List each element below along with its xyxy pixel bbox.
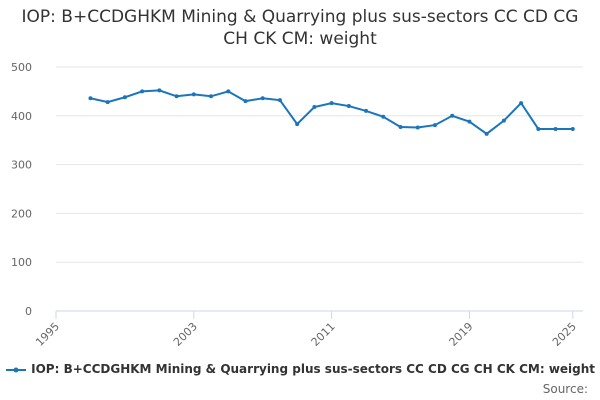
legend-label: IOP: B+CCDGHKM Mining & Quarrying plus s… [31, 362, 596, 376]
data-point [519, 101, 524, 106]
x-tick-label: 1995 [33, 320, 62, 349]
data-point [484, 131, 489, 136]
data-point [191, 92, 196, 97]
y-tick-label: 200 [11, 207, 32, 220]
data-point [329, 101, 334, 106]
data-point [209, 94, 214, 99]
y-tick-label: 500 [11, 61, 32, 74]
data-point [312, 105, 317, 110]
data-point [174, 94, 179, 99]
data-point [553, 126, 558, 131]
y-tick-label: 0 [25, 305, 32, 318]
data-point [364, 108, 369, 113]
data-point [140, 89, 145, 94]
data-point [570, 126, 575, 131]
y-tick-label: 300 [11, 159, 32, 172]
data-point [432, 123, 437, 128]
data-point [88, 96, 93, 101]
x-tick-label: 2025 [550, 320, 579, 349]
series-line [90, 89, 573, 136]
source: Source: [542, 382, 588, 396]
data-point [122, 95, 127, 100]
data-point [398, 125, 403, 130]
data-point [467, 119, 472, 124]
y-tick-label: 100 [11, 256, 32, 269]
data-point [260, 96, 265, 101]
x-tick-label: 2003 [171, 320, 200, 349]
y-tick-label: 400 [11, 110, 32, 123]
data-point [243, 99, 248, 104]
data-point [295, 122, 300, 127]
x-tick-label: 2011 [309, 320, 338, 349]
data-point [536, 126, 541, 131]
legend: IOP: B+CCDGHKM Mining & Quarrying plus s… [0, 362, 600, 376]
data-point [501, 118, 506, 123]
x-tick-label: 2019 [447, 320, 476, 349]
data-point [105, 100, 110, 105]
data-point [415, 125, 420, 130]
data-point [277, 98, 282, 103]
data-point [226, 89, 231, 94]
legend-symbol [5, 367, 26, 372]
data-point [157, 88, 162, 93]
legend-dot [13, 367, 19, 372]
data-point [346, 104, 351, 109]
data-point [381, 114, 386, 119]
chart-title: IOP: B+CCDGHKM Mining & Quarrying plus s… [21, 7, 579, 49]
data-point [450, 113, 455, 118]
